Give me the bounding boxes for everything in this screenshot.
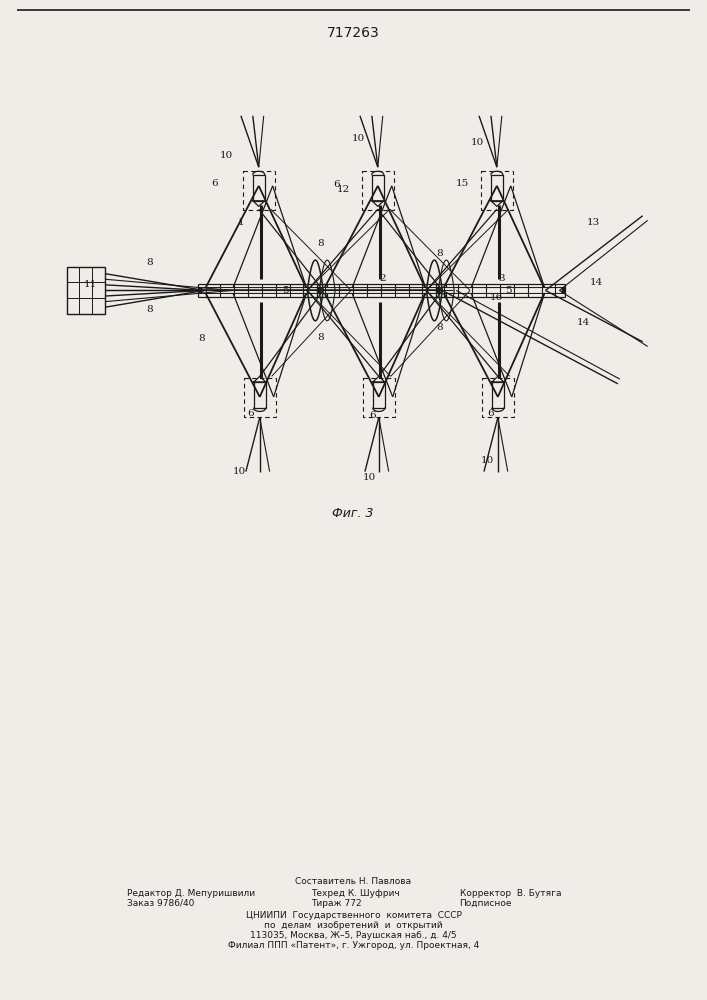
Text: Корректор  В. Бутяга: Корректор В. Бутяга: [460, 888, 561, 898]
Bar: [372, 175, 384, 201]
Text: 10: 10: [363, 473, 377, 482]
Text: Тираж 772: Тираж 772: [311, 898, 362, 908]
Text: 10: 10: [219, 151, 233, 160]
Text: 8: 8: [436, 323, 443, 332]
Text: 8: 8: [198, 334, 204, 343]
Text: Редактор Д. Мепуришвили: Редактор Д. Мепуришвили: [127, 888, 255, 898]
Text: 10: 10: [233, 467, 245, 476]
Text: 10: 10: [351, 134, 365, 143]
Bar: [362, 171, 394, 210]
Text: 6: 6: [370, 411, 376, 420]
Text: 8: 8: [146, 305, 153, 314]
Bar: [254, 382, 266, 408]
Text: 11: 11: [83, 280, 97, 289]
Text: 5: 5: [282, 286, 289, 295]
Text: 5: 5: [506, 286, 512, 295]
Text: 2: 2: [380, 274, 386, 283]
Bar: [243, 171, 274, 210]
Bar: [492, 382, 504, 408]
Text: Заказ 9786/40: Заказ 9786/40: [127, 898, 194, 908]
Text: Фиг. 3: Фиг. 3: [332, 507, 374, 520]
Text: 6: 6: [488, 409, 494, 418]
Text: Подписное: Подписное: [460, 898, 512, 908]
Text: 6: 6: [333, 180, 339, 189]
Text: 3: 3: [498, 274, 505, 283]
Text: 8: 8: [317, 239, 324, 248]
Text: 12: 12: [337, 185, 350, 194]
Text: 16: 16: [490, 293, 503, 302]
Text: 14: 14: [590, 278, 602, 287]
Text: 6: 6: [247, 409, 254, 418]
Bar: [482, 378, 514, 417]
Bar: [253, 175, 264, 201]
Text: 10: 10: [470, 138, 484, 147]
Text: по  делам  изобретений  и  открытий: по делам изобретений и открытий: [264, 922, 443, 930]
Text: Филиал ППП «Патент», г. Ужгород, ул. Проектная, 4: Филиал ППП «Патент», г. Ужгород, ул. Про…: [228, 942, 479, 950]
Text: 8: 8: [317, 333, 324, 342]
Text: 15: 15: [455, 179, 469, 188]
Text: 1: 1: [238, 218, 244, 227]
Text: Составитель Н. Павлова: Составитель Н. Павлова: [296, 878, 411, 886]
Text: 10: 10: [480, 456, 493, 465]
Bar: [363, 378, 395, 417]
Bar: [244, 378, 276, 417]
Text: 717263: 717263: [327, 26, 380, 40]
Text: Техред К. Шуфрич: Техред К. Шуфрич: [311, 888, 399, 898]
Bar: [373, 382, 385, 408]
Text: 8: 8: [146, 258, 153, 267]
Text: 6: 6: [211, 179, 218, 188]
Bar: [67, 267, 105, 314]
Text: 8: 8: [436, 249, 443, 258]
Text: 13: 13: [587, 218, 600, 227]
Bar: [481, 171, 513, 210]
Text: 14: 14: [576, 318, 590, 327]
Text: 113035, Москва, Ж–5, Раушская наб., д. 4/5: 113035, Москва, Ж–5, Раушская наб., д. 4…: [250, 932, 457, 940]
Text: ЦНИИПИ  Государственного  комитета  СССР: ЦНИИПИ Государственного комитета СССР: [245, 912, 462, 920]
Bar: [491, 175, 503, 201]
